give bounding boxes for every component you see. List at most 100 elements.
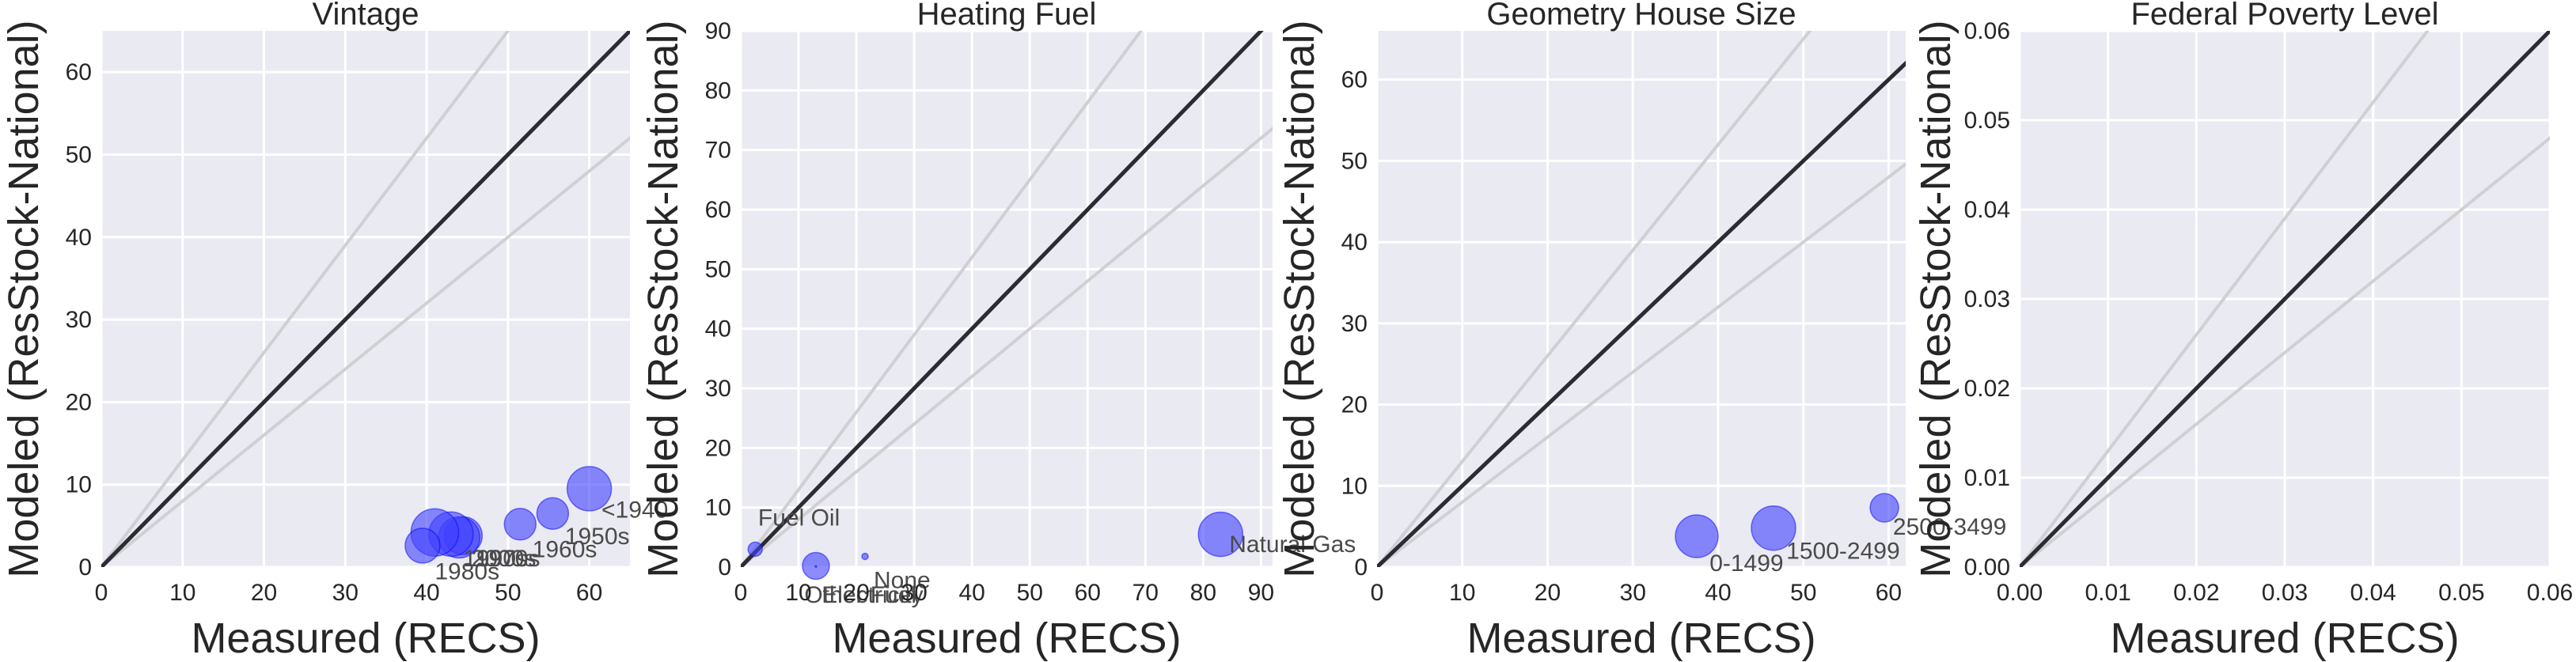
point-label: 0-1499 bbox=[1709, 550, 1783, 577]
upper-band-line bbox=[741, 31, 1144, 567]
point-label: 1970s bbox=[476, 546, 541, 572]
y-tick-label: 50 bbox=[705, 256, 731, 282]
y-tick-label: 70 bbox=[705, 138, 731, 164]
y-tick-label: 30 bbox=[705, 376, 731, 402]
y-tick-label: 30 bbox=[1341, 311, 1368, 337]
y-tick-label: 40 bbox=[1341, 229, 1368, 255]
y-tick-label: 60 bbox=[705, 197, 731, 223]
chart-title: Geometry House Size bbox=[1486, 0, 1796, 32]
x-tick-label: 30 bbox=[1620, 580, 1646, 606]
upper-band-line bbox=[1377, 31, 1812, 567]
y-tick-label: 0.05 bbox=[1964, 108, 2010, 134]
point-label: 2000s bbox=[472, 546, 537, 572]
identity-line bbox=[101, 31, 630, 567]
identity-line bbox=[1377, 60, 1906, 567]
chart-title: Federal Poverty Level bbox=[2130, 0, 2438, 32]
point-label: 1980s bbox=[434, 559, 499, 585]
point-label: Other Fuel bbox=[804, 582, 916, 608]
plot-area bbox=[1377, 31, 1906, 567]
data-point bbox=[814, 565, 818, 568]
gridlines bbox=[1375, 31, 1906, 569]
x-tick-label: 0.03 bbox=[2262, 580, 2308, 606]
data-point bbox=[566, 466, 613, 512]
y-tick-label: 0 bbox=[1354, 554, 1368, 581]
x-tick-label: 0.04 bbox=[2350, 580, 2396, 606]
data-points bbox=[1675, 493, 1899, 558]
x-tick-label: 0.00 bbox=[1997, 580, 2043, 606]
x-tick-label: 10 bbox=[1449, 580, 1475, 606]
x-tick-label: 0 bbox=[95, 580, 108, 606]
x-tick-label: 20 bbox=[843, 580, 869, 606]
x-tick-label: 40 bbox=[413, 580, 439, 606]
y-tick-label: 30 bbox=[66, 307, 92, 333]
x-tick-label: 40 bbox=[958, 580, 984, 606]
x-axis-label: Measured (RECS) bbox=[2110, 615, 2459, 662]
y-tick-label: 0.00 bbox=[1964, 554, 2010, 581]
data-point bbox=[1197, 511, 1244, 558]
y-tick-label: 20 bbox=[66, 389, 92, 415]
y-axis-label: Modeled (ResStock-National) bbox=[1276, 20, 1323, 577]
x-tick-label: 30 bbox=[332, 580, 359, 606]
x-tick-label: 0 bbox=[734, 580, 748, 606]
y-tick-label: 40 bbox=[66, 225, 92, 251]
x-tick-label: 0.06 bbox=[2527, 580, 2573, 606]
y-tick-label: 50 bbox=[66, 142, 92, 168]
point-label: Natural Gas bbox=[1229, 531, 1356, 558]
point-label: 1960s bbox=[533, 536, 598, 562]
y-axis-label: Modeled (ResStock-National) bbox=[1912, 20, 1960, 577]
y-tick-label: 40 bbox=[705, 316, 731, 342]
chart-panel-4: 0.00 0.01 0.02 0.03 0.04 0.05 0.06 0.00 0.01 0.02… bbox=[1912, 0, 2573, 662]
x-tick-label: 80 bbox=[1190, 580, 1216, 606]
y-tick-label: 50 bbox=[1341, 148, 1368, 174]
data-points bbox=[747, 511, 1244, 581]
gridlines bbox=[100, 31, 630, 569]
y-tick-label: 0.02 bbox=[1964, 376, 2010, 402]
x-tick-label: 10 bbox=[785, 580, 811, 606]
x-axis-label: Measured (RECS) bbox=[191, 615, 540, 662]
y-tick-label: 60 bbox=[66, 59, 92, 85]
chart-title: Heating Fuel bbox=[917, 0, 1097, 32]
data-point bbox=[503, 508, 537, 541]
data-point bbox=[1675, 514, 1719, 558]
x-tick-label: 60 bbox=[1075, 580, 1101, 606]
data-point bbox=[1869, 493, 1899, 523]
x-tick-label: 50 bbox=[495, 580, 521, 606]
data-point bbox=[536, 497, 570, 530]
x-tick-label: 50 bbox=[1790, 580, 1816, 606]
y-tick-label: 0.01 bbox=[1964, 465, 2010, 491]
chart-title: Vintage bbox=[313, 0, 419, 32]
y-tick-label: 60 bbox=[1341, 67, 1368, 93]
y-tick-label: 10 bbox=[1341, 473, 1368, 499]
data-point bbox=[861, 552, 869, 561]
data-point bbox=[404, 528, 441, 564]
data-point bbox=[747, 541, 764, 558]
point-label: 1990s bbox=[463, 546, 528, 572]
x-tick-label: 60 bbox=[1876, 580, 1902, 606]
x-tick-label: 0 bbox=[1371, 580, 1384, 606]
x-tick-label: 0.05 bbox=[2438, 580, 2484, 606]
point-label: 1500-2499 bbox=[1786, 539, 1899, 565]
x-tick-label: 50 bbox=[1017, 580, 1043, 606]
reference-lines bbox=[101, 31, 630, 567]
point-label: 2500-3499 bbox=[1893, 514, 2006, 540]
reference-lines bbox=[741, 31, 1273, 567]
y-tick-label: 20 bbox=[705, 435, 731, 461]
y-tick-label: 0.03 bbox=[1964, 286, 2010, 312]
point-label: <1940 bbox=[601, 497, 668, 523]
x-tick-label: 20 bbox=[251, 580, 277, 606]
data-point bbox=[1751, 505, 1796, 551]
y-tick-label: 90 bbox=[705, 18, 731, 44]
point-label: 1950s bbox=[565, 524, 630, 550]
y-tick-label: 80 bbox=[705, 78, 731, 104]
x-tick-label: 30 bbox=[901, 580, 927, 606]
y-axis-label: Modeled (ResStock-National) bbox=[639, 20, 687, 577]
x-tick-label: 90 bbox=[1248, 580, 1274, 606]
y-tick-label: 10 bbox=[66, 472, 92, 498]
reference-lines bbox=[2020, 31, 2550, 567]
gridlines bbox=[739, 29, 1273, 569]
x-axis-label: Measured (RECS) bbox=[832, 615, 1181, 662]
identity-line bbox=[741, 31, 1264, 567]
